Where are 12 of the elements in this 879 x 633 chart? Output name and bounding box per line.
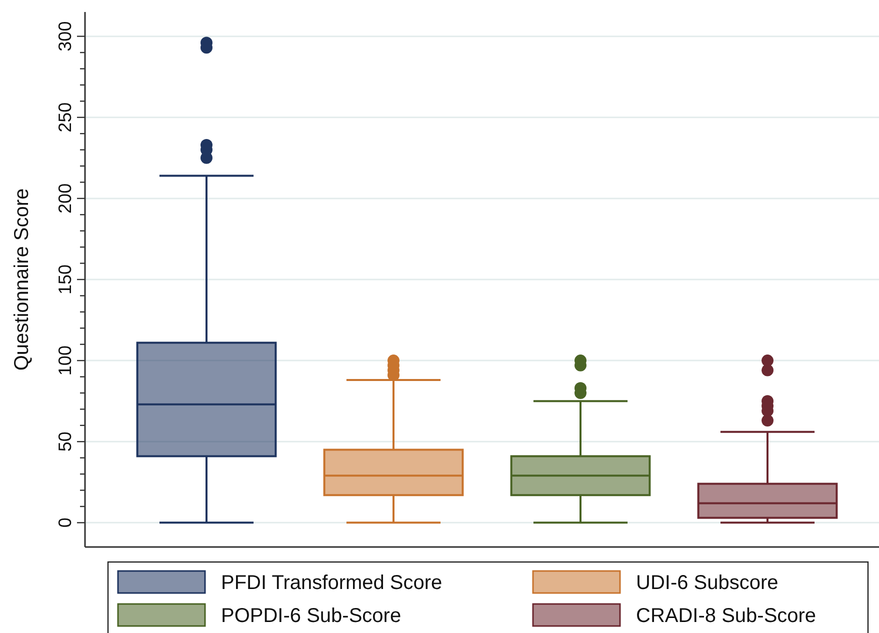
y-tick-label: 300 (55, 21, 75, 52)
y-tick-label: 150 (55, 264, 75, 295)
y-axis-title: Questionnaire Score (11, 188, 33, 371)
legend-label: CRADI-8 Sub-Score (636, 605, 816, 627)
y-tick-label: 200 (55, 183, 75, 214)
y-tick-label: 50 (55, 432, 75, 452)
y-tick-label: 250 (55, 102, 75, 132)
y-tick-label: 100 (55, 346, 75, 376)
legend-label: PFDI Transformed Score (221, 572, 442, 594)
legend-label: UDI-6 Subscore (636, 572, 778, 594)
legend-label: POPDI-6 Sub-Score (221, 605, 402, 627)
y-tick-label: 0 (55, 518, 75, 528)
